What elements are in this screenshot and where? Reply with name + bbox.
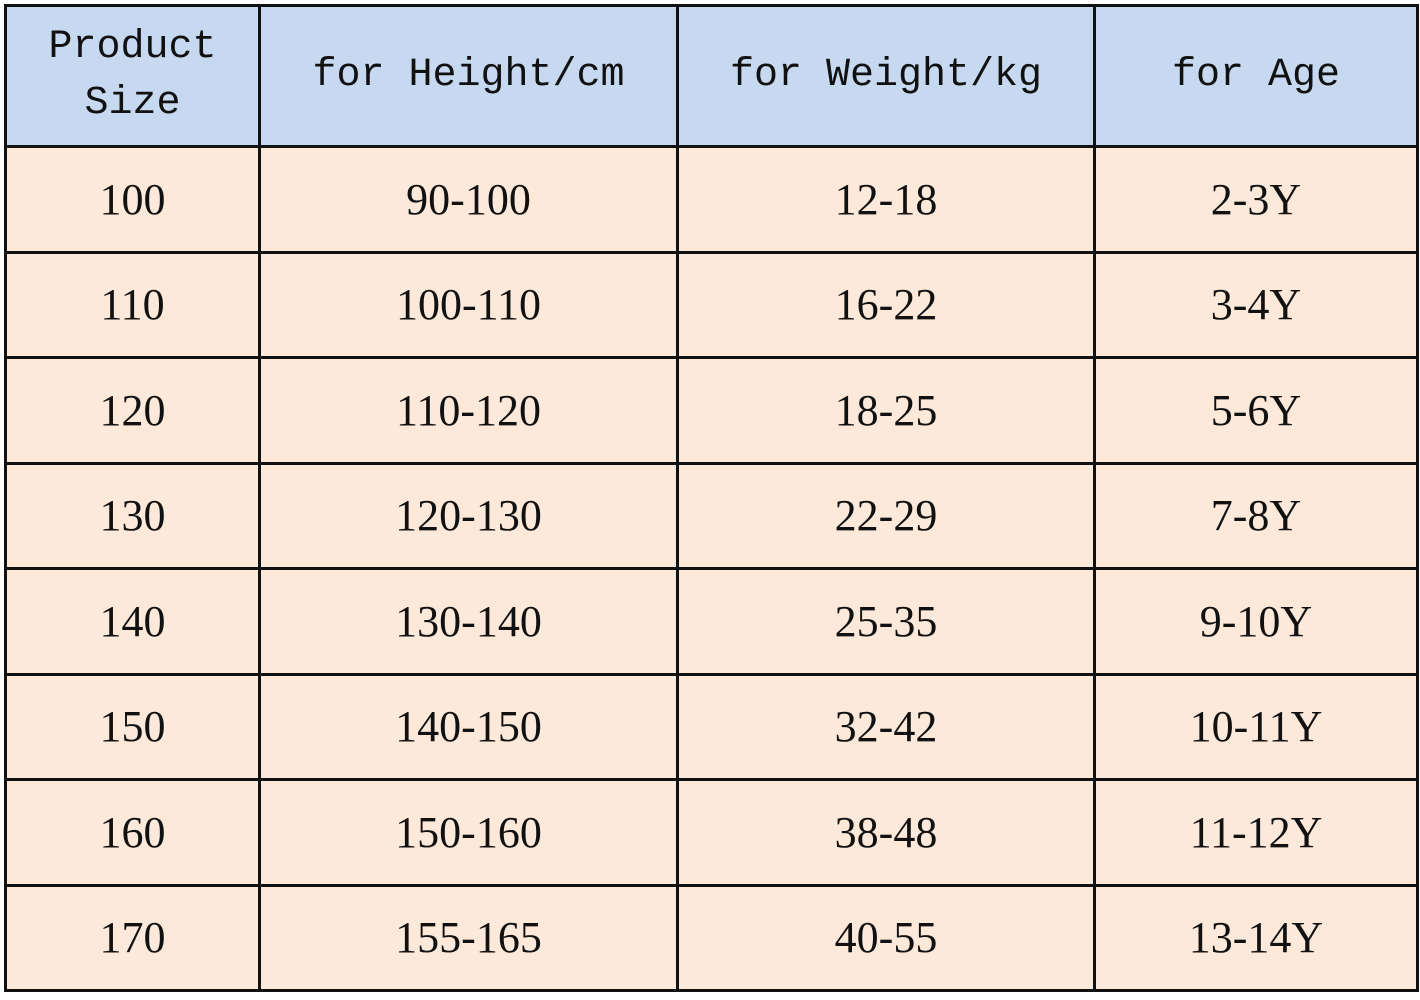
header-cell: for Weight/kg <box>676 4 1096 148</box>
table-cell: 10-11Y <box>1093 672 1419 781</box>
table-cell: 5-6Y <box>1093 356 1419 465</box>
table-cell: 22-29 <box>676 461 1096 570</box>
table-row: 110 100-110 16-22 3-4Y <box>4 250 1419 359</box>
table-row: 170 155-165 40-55 13-14Y <box>4 883 1419 992</box>
table-row: 140 130-140 25-35 9-10Y <box>4 567 1419 676</box>
table-cell: 16-22 <box>676 250 1096 359</box>
table-row: 160 150-160 38-48 11-12Y <box>4 778 1419 887</box>
table-cell: 3-4Y <box>1093 250 1419 359</box>
header-cell: for Height/cm <box>258 4 679 148</box>
table-cell: 18-25 <box>676 356 1096 465</box>
size-table: Product Size for Height/cm for Weight/kg fo… <box>4 4 1419 992</box>
table-cell: 110-120 <box>258 356 679 465</box>
table-cell: 140 <box>4 567 261 676</box>
table-cell: 40-55 <box>676 883 1096 992</box>
table-cell: 100-110 <box>258 250 679 359</box>
table-row: 120 110-120 18-25 5-6Y <box>4 356 1419 465</box>
table-body: 100 90-100 12-18 2-3Y 110 100-110 16-22 3-4Y 120… <box>4 145 1419 992</box>
table-cell: 2-3Y <box>1093 145 1419 254</box>
table-header: Product Size for Height/cm for Weight/kg fo… <box>4 4 1419 148</box>
table-cell: 140-150 <box>258 672 679 781</box>
table-cell: 12-18 <box>676 145 1096 254</box>
table-cell: 130 <box>4 461 261 570</box>
table-cell: 155-165 <box>258 883 679 992</box>
table-cell: 38-48 <box>676 778 1096 887</box>
table-cell: 120-130 <box>258 461 679 570</box>
table-cell: 25-35 <box>676 567 1096 676</box>
table-cell: 7-8Y <box>1093 461 1419 570</box>
header-cell: Product Size <box>4 4 261 148</box>
table-cell: 130-140 <box>258 567 679 676</box>
table-cell: 170 <box>4 883 261 992</box>
table-cell: 32-42 <box>676 672 1096 781</box>
header-cell: for Age <box>1093 4 1419 148</box>
table-cell: 120 <box>4 356 261 465</box>
table-cell: 9-10Y <box>1093 567 1419 676</box>
table-cell: 100 <box>4 145 261 254</box>
table-row: 150 140-150 32-42 10-11Y <box>4 672 1419 781</box>
table-cell: 150-160 <box>258 778 679 887</box>
table-row: 100 90-100 12-18 2-3Y <box>4 145 1419 254</box>
table-cell: 90-100 <box>258 145 679 254</box>
table-cell: 150 <box>4 672 261 781</box>
table-cell: 160 <box>4 778 261 887</box>
table-cell: 11-12Y <box>1093 778 1419 887</box>
table-cell: 13-14Y <box>1093 883 1419 992</box>
table-cell: 110 <box>4 250 261 359</box>
table-row: 130 120-130 22-29 7-8Y <box>4 461 1419 570</box>
header-row: Product Size for Height/cm for Weight/kg fo… <box>4 4 1419 148</box>
